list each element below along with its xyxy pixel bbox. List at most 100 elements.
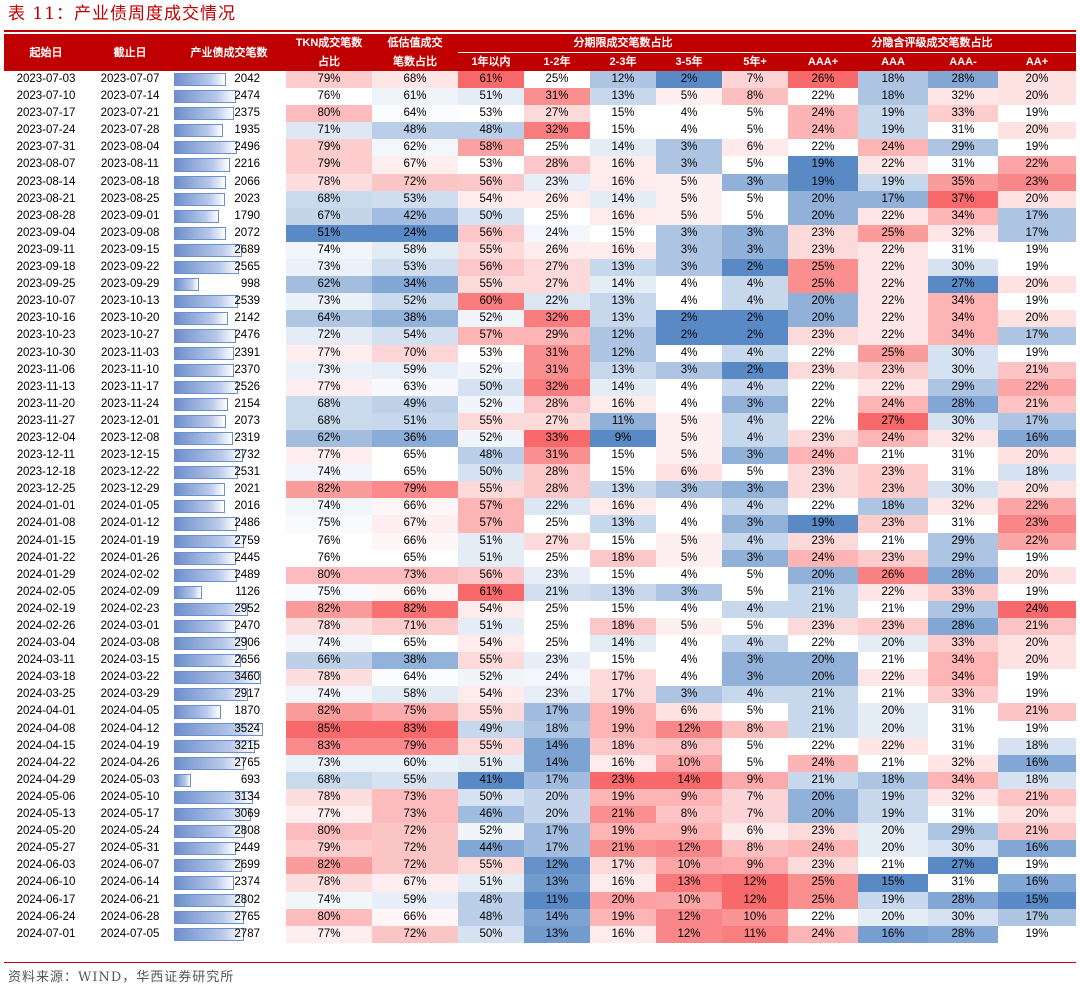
- cell-term-2-3y: 16%: [590, 241, 656, 260]
- cell-rating-aaa-plus: 22%: [788, 395, 859, 413]
- cell-low-valuation-share: 79%: [372, 481, 458, 499]
- count-value: 3460: [234, 671, 260, 684]
- cell-trade-count: 3069: [172, 806, 286, 823]
- cell-rating-aaa: 23%: [858, 549, 929, 567]
- count-value: 2474: [234, 90, 260, 103]
- cell-rating-aa-plus: 20%: [998, 481, 1077, 499]
- cell-rating-aa-plus: 18%: [998, 464, 1077, 482]
- cell-tkn-share: 80%: [286, 566, 372, 584]
- cell-rating-aa-plus: 20%: [998, 806, 1077, 824]
- cell-rating-aaa-plus: 22%: [788, 635, 859, 653]
- count-data-bar: [174, 893, 245, 907]
- count-value: 2445: [234, 551, 260, 564]
- cell-term-2-3y: 12%: [590, 327, 656, 345]
- cell-rating-aaa: 22%: [858, 241, 929, 260]
- cell-term-3-5y: 9%: [656, 788, 722, 807]
- header-low-bottom: 笔数占比: [372, 52, 458, 71]
- cell-term-2-3y: 15%: [590, 447, 656, 465]
- cell-rating-aaa-minus: 32%: [928, 224, 999, 242]
- count-data-bar: [174, 397, 229, 411]
- cell-term-1-2y: 21%: [524, 583, 590, 601]
- cell-trade-count: 2073: [172, 413, 286, 430]
- cell-term-3-5y: 4%: [656, 515, 722, 533]
- cell-tkn-share: 78%: [286, 173, 372, 191]
- cell-low-valuation-share: 71%: [372, 618, 458, 636]
- table-row: 2024-03-18 2024-03-22 3460 78% 64% 52% 24% 17% 4…: [4, 669, 1077, 687]
- cell-trade-count: 2531: [172, 464, 286, 481]
- cell-tkn-share: 62%: [286, 429, 372, 448]
- cell-tkn-share: 82%: [286, 481, 372, 499]
- cell-trade-count: 2449: [172, 840, 286, 857]
- cell-term-1y: 55%: [458, 412, 524, 430]
- cell-trade-count: 2765: [172, 755, 286, 772]
- cell-trade-count: 2917: [172, 686, 286, 703]
- count-data-bar: [174, 688, 248, 702]
- cell-low-valuation-share: 61%: [372, 88, 458, 106]
- cell-tkn-share: 76%: [286, 88, 372, 106]
- cell-term-1y: 52%: [458, 361, 524, 379]
- cell-term-2-3y: 21%: [590, 840, 656, 858]
- count-value: 3134: [234, 790, 260, 803]
- cell-start-date: 2024-03-18: [16, 671, 76, 684]
- cell-low-valuation-share: 72%: [372, 840, 458, 858]
- count-value: 2066: [234, 175, 260, 188]
- cell-trade-count: 2066: [172, 174, 286, 191]
- cell-rating-aaa-minus: 34%: [928, 310, 999, 328]
- cell-rating-aaa-minus: 37%: [928, 190, 999, 208]
- cell-term-3-5y: 5%: [656, 429, 722, 448]
- count-value: 2765: [234, 910, 260, 923]
- cell-trade-count: 2732: [172, 447, 286, 464]
- cell-end-date: 2023-11-17: [101, 380, 159, 393]
- count-value: 1126: [235, 585, 260, 598]
- cell-rating-aa-plus: 19%: [998, 925, 1077, 943]
- cell-rating-aaa-minus: 28%: [928, 618, 999, 636]
- cell-low-valuation-share: 49%: [372, 395, 458, 413]
- cell-trade-count: 998: [172, 276, 286, 293]
- cell-rating-aaa: 20%: [858, 908, 929, 926]
- table-row: 2024-01-22 2024-01-26 2445 76% 65% 51% 25% 18% 5…: [4, 549, 1077, 567]
- cell-end-date: 2024-04-12: [100, 722, 160, 735]
- cell-rating-aaa-plus: 25%: [788, 874, 859, 892]
- cell-term-2-3y: 16%: [590, 754, 656, 772]
- count-data-bar: [174, 107, 234, 121]
- cell-term-5y-plus: 5%: [722, 190, 789, 208]
- cell-low-valuation-share: 38%: [372, 652, 458, 670]
- cell-term-5y-plus: 5%: [722, 464, 789, 482]
- cell-term-3-5y: 10%: [656, 891, 722, 909]
- cell-low-valuation-share: 73%: [372, 806, 458, 824]
- cell-rating-aaa: 20%: [858, 703, 929, 721]
- cell-start-date: 2024-06-03: [16, 859, 76, 872]
- cell-rating-aaa-plus: 21%: [788, 720, 859, 738]
- cell-term-2-3y: 19%: [590, 720, 656, 738]
- cell-term-1y: 55%: [458, 276, 524, 294]
- cell-rating-aaa: 19%: [858, 891, 929, 909]
- cell-end-date: 2023-09-08: [100, 226, 160, 239]
- cell-term-1y: 46%: [458, 806, 524, 824]
- cell-rating-aaa-minus: 31%: [928, 703, 999, 721]
- count-data-bar: [174, 312, 229, 326]
- cell-term-5y-plus: 4%: [722, 412, 789, 430]
- cell-term-1-2y: 27%: [524, 412, 590, 430]
- cell-term-1y: 52%: [458, 395, 524, 413]
- count-data-bar: [174, 654, 242, 668]
- cell-start-date: 2024-06-10: [16, 876, 76, 889]
- cell-end-date: 2023-07-07: [100, 73, 160, 85]
- cell-tkn-share: 80%: [286, 105, 372, 123]
- cell-trade-count: 2496: [172, 139, 286, 156]
- cell-term-2-3y: 13%: [590, 88, 656, 106]
- header-term-3-5y: 3-5年: [656, 52, 722, 71]
- cell-start-date: 2024-03-25: [16, 688, 76, 701]
- cell-term-5y-plus: 12%: [722, 874, 789, 892]
- cell-rating-aaa-minus: 28%: [928, 925, 999, 943]
- cell-rating-aaa: 22%: [858, 378, 929, 396]
- count-value: 2374: [234, 876, 260, 889]
- cell-term-5y-plus: 5%: [722, 122, 789, 140]
- cell-rating-aaa-plus: 24%: [788, 122, 859, 140]
- header-rating-group: 分隐含评级成交笔数占比: [788, 34, 1077, 53]
- cell-term-1y: 53%: [458, 156, 524, 174]
- cell-term-3-5y: 2%: [656, 327, 722, 345]
- cell-tkn-share: 78%: [286, 669, 372, 687]
- table-row: 2023-07-17 2023-07-21 2375 80% 64% 53% 27% 15% 4…: [4, 105, 1077, 123]
- count-data-bar: [174, 449, 243, 463]
- cell-term-5y-plus: 5%: [722, 566, 789, 584]
